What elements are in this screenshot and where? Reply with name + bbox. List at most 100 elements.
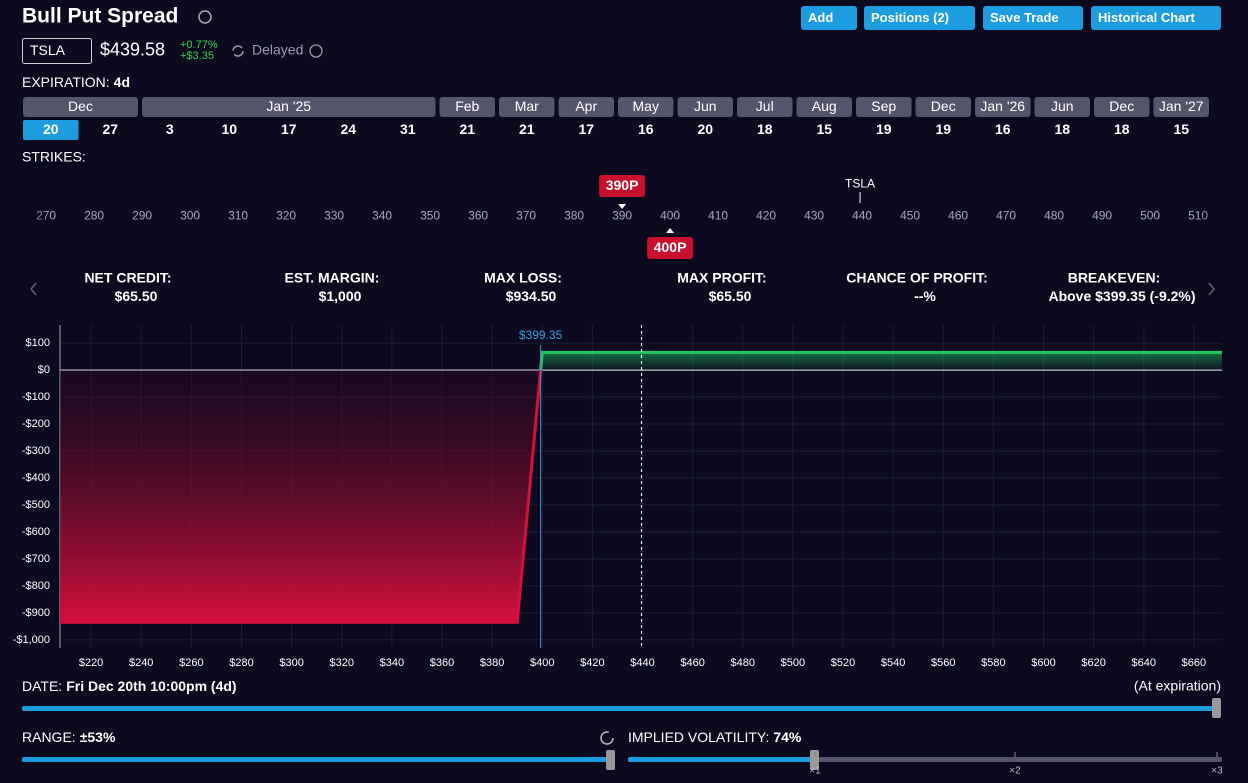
day-label[interactable]: 18 [757, 121, 773, 137]
range-label: RANGE: ±53% [22, 729, 116, 745]
date-label: DATE: Fri Dec 20th 10:00pm (4d) [22, 678, 237, 694]
button[interactable] [983, 6, 1083, 30]
x-tick-label: $320 [329, 657, 353, 669]
day-label[interactable]: 17 [281, 121, 297, 137]
help-icon [198, 10, 212, 24]
button-label: Historical Chart [1098, 10, 1195, 25]
range-value: ±53% [80, 729, 116, 745]
x-tick-label: $220 [79, 657, 103, 669]
month-label: Jan '27 [1159, 98, 1204, 114]
strike-pointer [618, 204, 627, 209]
iv-label: IMPLIED VOLATILITY: [628, 729, 769, 745]
x-tick-label: $440 [630, 657, 654, 669]
reset-icon[interactable] [600, 731, 614, 745]
y-tick-label: -$100 [22, 391, 50, 403]
day-label[interactable]: 31 [400, 121, 416, 137]
x-tick-label: $540 [881, 657, 905, 669]
refresh-icon [232, 45, 244, 57]
iv-slider[interactable] [628, 757, 814, 762]
button[interactable] [801, 6, 857, 30]
x-tick-label: $420 [580, 657, 604, 669]
symbol-input[interactable] [22, 38, 92, 64]
breakeven-label: $399.35 [519, 328, 563, 342]
day-label[interactable]: 18 [1114, 121, 1130, 137]
y-tick-label: $100 [26, 337, 50, 349]
y-tick-label: -$400 [22, 472, 50, 484]
day-label[interactable]: 10 [221, 121, 237, 137]
stat-value: $1,000 [319, 288, 362, 304]
month-label: Dec [931, 98, 956, 114]
change-abs: +$3.35 [180, 50, 214, 62]
day-label[interactable]: 20 [697, 121, 713, 137]
expiration-label: EXPIRATION: [22, 74, 110, 90]
slider-handle[interactable] [810, 750, 819, 770]
stat-label: MAX PROFIT: [677, 270, 766, 286]
x-tick-label: $560 [931, 657, 955, 669]
x-tick-label: $300 [279, 657, 303, 669]
stat-label: NET CREDIT: [84, 270, 171, 286]
stat-value: Above $399.35 (-9.2%) [1048, 288, 1195, 304]
button-label: Positions (2) [871, 10, 949, 25]
symbol: TSLA [30, 42, 66, 58]
x-tick-label: $640 [1132, 657, 1156, 669]
x-tick-label: $380 [480, 657, 504, 669]
button[interactable] [864, 6, 975, 30]
button-label: Add [808, 10, 833, 25]
month-label: Feb [455, 98, 479, 114]
y-tick-label: -$500 [22, 499, 50, 511]
day-label[interactable]: 21 [519, 121, 535, 137]
day-label[interactable]: 17 [578, 121, 594, 137]
x-tick-label: $360 [430, 657, 454, 669]
month-label: Jan '25 [266, 98, 311, 114]
day-label[interactable]: 24 [340, 121, 356, 137]
month-bar [439, 97, 495, 117]
stat-label: CHANCE OF PROFIT: [846, 270, 988, 286]
next-arrow[interactable] [1208, 282, 1215, 296]
date-slider[interactable] [22, 706, 1216, 711]
x-tick-label: $600 [1031, 657, 1055, 669]
day-label[interactable]: 16 [995, 121, 1011, 137]
strike-badge-label: 390P [606, 177, 639, 193]
strike-badge[interactable] [599, 175, 646, 197]
month-bar [856, 97, 912, 117]
x-tick-label: $260 [179, 657, 203, 669]
strikes-label: STRIKES: [22, 149, 86, 165]
x-tick-label: $520 [831, 657, 855, 669]
stat-label: BREAKEVEN: [1068, 270, 1161, 286]
day-label[interactable]: 3 [166, 121, 174, 137]
button[interactable] [1091, 6, 1221, 30]
range-label: RANGE: [22, 729, 76, 745]
month-bar [558, 97, 614, 117]
y-tick-label: -$700 [22, 553, 50, 565]
slider-handle[interactable] [1212, 698, 1221, 718]
day-label[interactable]: 19 [935, 121, 951, 137]
title: Bull Put Spread [22, 5, 178, 28]
slider-handle[interactable] [606, 750, 615, 770]
pl-area [60, 352, 1222, 623]
prev-arrow[interactable] [30, 282, 37, 296]
iv-mark-label: ×1 [809, 766, 821, 777]
x-tick-label: $240 [129, 657, 153, 669]
day-label[interactable]: 19 [876, 121, 892, 137]
day-label[interactable]: 18 [1054, 121, 1070, 137]
x-tick-label: $580 [981, 657, 1005, 669]
day-label[interactable]: 15 [1173, 121, 1189, 137]
pl-line [60, 350, 1222, 624]
stat-value: $65.50 [115, 288, 158, 304]
day-label[interactable]: 15 [816, 121, 832, 137]
day-label[interactable]: 20 [43, 121, 59, 137]
range-slider[interactable] [22, 757, 608, 762]
y-tick-label: -$900 [22, 607, 50, 619]
strike-badge-label: 400P [654, 239, 687, 255]
day-label[interactable]: 21 [459, 121, 475, 137]
x-tick-label: $340 [380, 657, 404, 669]
day-label[interactable]: 27 [102, 121, 118, 137]
month-bar [1094, 97, 1150, 117]
month-label: May [633, 98, 659, 114]
day-label[interactable]: 16 [638, 121, 654, 137]
strike-badge[interactable] [647, 237, 694, 259]
iv-label: IMPLIED VOLATILITY: 74% [628, 729, 802, 745]
month-bar [142, 97, 436, 117]
month-label: Sep [871, 98, 896, 114]
